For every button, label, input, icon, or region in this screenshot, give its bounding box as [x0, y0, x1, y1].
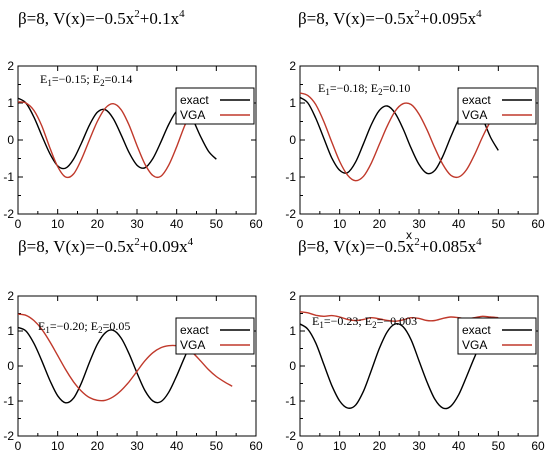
x-tick-label: 10 [51, 439, 65, 450]
x-tick-label: 30 [130, 439, 144, 450]
y-tick-label: 1 [289, 96, 296, 110]
legend-label: VGA [462, 108, 487, 122]
y-tick-label: -2 [285, 429, 296, 443]
series-line-exact [299, 323, 499, 410]
x-tick-label: 0 [297, 439, 304, 450]
legend-label: VGA [462, 338, 487, 352]
legend-label: exact [462, 93, 491, 107]
y-tick-label: 0 [289, 133, 296, 147]
y-tick-label: -1 [3, 394, 14, 408]
legend-box [457, 317, 537, 355]
legend-label: exact [180, 323, 209, 337]
y-tick-label: 1 [289, 324, 296, 338]
legend-label: VGA [180, 108, 205, 122]
y-tick-label: 0 [7, 359, 14, 373]
y-tick-label: 2 [289, 59, 296, 73]
x-tick-label: 50 [492, 439, 506, 450]
legend-box [175, 87, 255, 125]
series-line-exact [17, 326, 209, 404]
y-tick-label: 0 [289, 359, 296, 373]
chart-title: β=8, V(x)=−0.5x2+0.085x4 [298, 236, 482, 256]
energy-annotation: E1=−0.23; E2=−0.003 [312, 314, 417, 330]
x-tick-label: 40 [170, 439, 184, 450]
energy-annotation: E1=−0.20; E2=0.05 [38, 319, 130, 335]
x-tick-label: 30 [412, 217, 426, 231]
y-tick-label: -1 [285, 170, 296, 184]
y-tick-label: 2 [289, 289, 296, 303]
y-tick-label: 2 [7, 289, 14, 303]
chart-title: β=8, V(x)=−0.5x2+0.09x4 [18, 236, 194, 256]
series-line-vga [17, 101, 209, 179]
energy-annotation: E1=−0.18; E2=0.10 [318, 81, 410, 97]
legend-label: exact [180, 93, 209, 107]
legend-label: exact [462, 323, 491, 337]
y-tick-label: 1 [7, 96, 14, 110]
y-tick-label: 0 [7, 133, 14, 147]
x-tick-label: 10 [333, 439, 347, 450]
y-tick-label: -1 [3, 170, 14, 184]
chart-title: β=8, V(x)=−0.5x2+0.095x4 [298, 8, 482, 28]
x-tick-label: 0 [15, 217, 22, 231]
x-tick-label: 30 [412, 439, 426, 450]
x-tick-label: 0 [15, 439, 22, 450]
y-tick-label: -2 [3, 429, 14, 443]
y-tick-label: 2 [7, 59, 14, 73]
x-tick-label: 10 [51, 217, 65, 231]
x-tick-label: 20 [91, 217, 105, 231]
series-line-vga [17, 313, 233, 402]
x-tick-label: 30 [130, 217, 144, 231]
x-tick-label: 0 [297, 217, 304, 231]
chart-panel-1: β=8, V(x)=−0.5x2+0.1x4 0 10 20 30 40 50 60 -2 -1 0… [3, 8, 263, 231]
x-tick-label: 60 [531, 217, 545, 231]
x-tick-label: 50 [210, 217, 224, 231]
x-tick-label: 20 [91, 439, 105, 450]
x-tick-label: 60 [249, 439, 263, 450]
y-tick-label: 1 [7, 324, 14, 338]
y-tick-label: -2 [285, 207, 296, 221]
x-tick-label: 60 [531, 439, 545, 450]
x-tick-label: 50 [210, 439, 224, 450]
legend-label: VGA [180, 338, 205, 352]
x-tick-label: 40 [452, 217, 466, 231]
x-tick-label: 10 [333, 217, 347, 231]
plot-frame [17, 295, 257, 437]
x-axis-label: x [406, 228, 412, 242]
x-tick-label: 20 [373, 439, 387, 450]
legend-box [457, 87, 537, 125]
y-tick-label: -1 [285, 394, 296, 408]
y-tick-label: -2 [3, 207, 14, 221]
x-tick-label: 20 [373, 217, 387, 231]
legend-box [175, 317, 255, 355]
series-line-vga [299, 92, 515, 182]
energy-annotation: E1=−0.15; E2=0.14 [40, 72, 132, 88]
x-tick-label: 50 [492, 217, 506, 231]
x-tick-label: 40 [170, 217, 184, 231]
x-tick-label: 60 [249, 217, 263, 231]
x-tick-label: 40 [452, 439, 466, 450]
chart-title: β=8, V(x)=−0.5x2+0.1x4 [18, 8, 185, 28]
